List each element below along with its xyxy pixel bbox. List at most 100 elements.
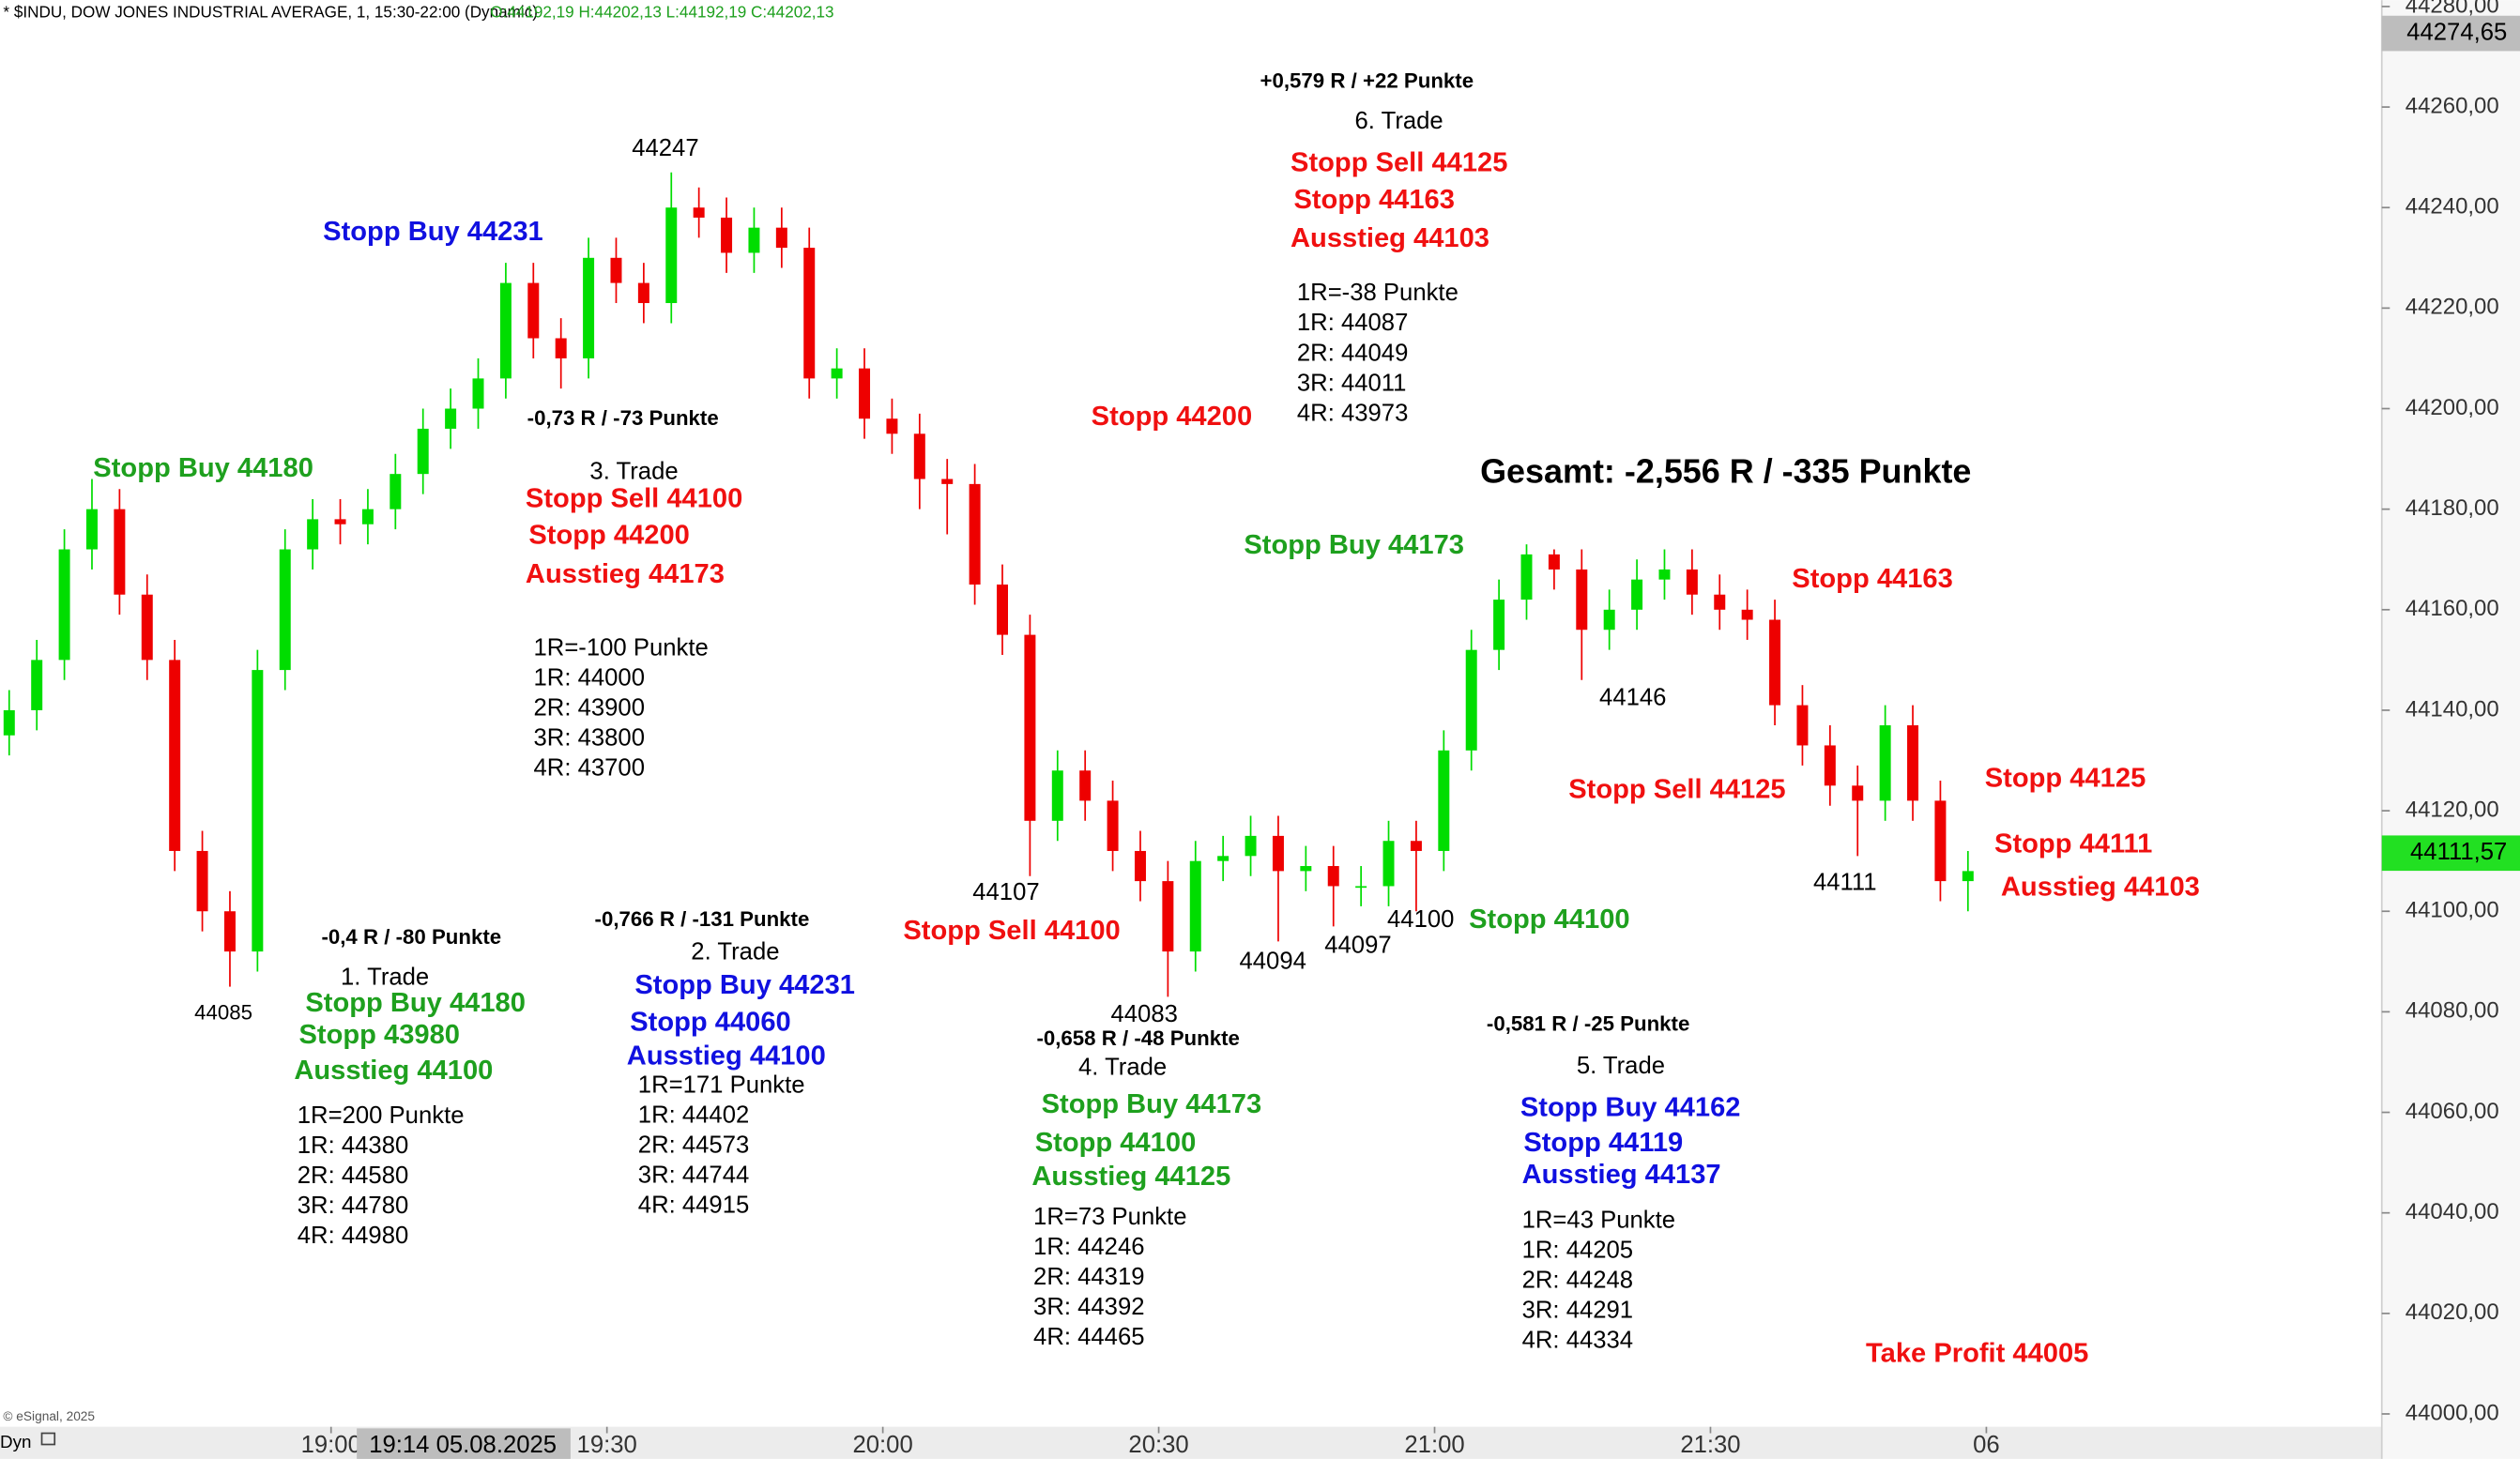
annotation: 3R: 44011 [1297,370,1407,396]
high-marker-label: 44274,65 [2406,19,2507,45]
annotation: 44083 [1111,1001,1178,1027]
annotation: 2R: 44248 [1522,1267,1633,1293]
candle-body [665,207,678,304]
annotation: Stopp Buy 44173 [1244,530,1464,560]
annotation: 2R: 43900 [534,695,645,722]
annotation: Stopp 44111 [1994,828,2152,859]
y-tick-label: 44180,00 [2405,495,2499,521]
ohlc-label: O:44192,19 H:44202,13 L:44192,19 C:44202… [490,3,833,21]
annotation: Stopp Buy 44162 [1520,1092,1741,1122]
candles [3,172,1974,997]
annotation: 4R: 43700 [534,755,645,782]
annotation: 2. Trade [691,938,779,965]
candle-body [1493,600,1505,650]
candle-body [1520,554,1533,600]
y-tick-label: 44140,00 [2405,696,2499,722]
candle-body [169,660,181,851]
annotation: 1R: 44000 [534,665,645,692]
annotation: 4R: 44465 [1033,1324,1144,1350]
annotation: Stopp Buy 44231 [634,970,855,1000]
annotation: 3R: 43800 [534,725,645,752]
axes: 44000,00 44020,00 44040,00 44060,00 44080,00… [301,0,2520,1459]
annotation: 1R=171 Punkte [638,1071,805,1098]
annotation: 44097 [1324,932,1391,958]
candle-body [141,594,153,661]
annotation: Stopp 44200 [1092,402,1253,432]
candle-body [527,282,540,339]
lock-icon [40,1432,56,1446]
annotation: -0,73 R / -73 Punkte [527,406,719,430]
candle-body [693,207,705,218]
candle-body [1714,594,1726,610]
annotation: Stopp Buy 44180 [93,453,313,483]
crosshair-label: 19:14 05.08.2025 [369,1432,557,1458]
x-tick-label: 21:00 [1404,1432,1464,1458]
annotation: Ausstieg 44103 [1291,223,1489,253]
y-tick-label: 44260,00 [2405,93,2499,118]
annotation: 44094 [1240,949,1306,975]
candle-body [445,408,457,429]
candle-body [1962,871,1974,882]
candle-body [1548,554,1560,570]
annotation: Ausstieg 44103 [2001,873,2200,903]
candle-body [637,282,649,304]
y-tick-label: 44120,00 [2405,797,2499,822]
annotation: Ausstieg 44100 [294,1056,493,1086]
annotation: 1R: 44087 [1297,310,1408,336]
annotation: 6. Trade [1355,108,1443,134]
candle-body [775,227,787,249]
annotation: 3R: 44744 [638,1162,749,1188]
annotation: Stopp 44163 [1792,564,1953,594]
candle-body [1741,609,1753,620]
candle-body [1024,634,1036,821]
candle-body [1603,609,1615,631]
annotation: 3R: 44780 [298,1193,408,1219]
annotation: 3R: 44291 [1522,1297,1633,1323]
annotation: 4R: 43973 [1297,400,1408,426]
annotation: 1R: 44402 [638,1102,749,1128]
current-price-label: 44111,57 [2410,839,2507,865]
candle-body [1272,835,1284,872]
annotation: Gesamt: -2,556 R / -335 Punkte [1480,452,1971,491]
annotation: Stopp 44100 [1469,904,1630,935]
candle-body [1410,841,1422,851]
annotation: 1R: 44380 [298,1132,408,1159]
candle-body [555,338,567,358]
candle-body [361,509,374,524]
x-tick-label: 20:00 [853,1432,913,1458]
grid [329,6,2390,1434]
candle-body [1796,705,1809,746]
candle-body [1162,881,1174,952]
annotation: 1R=73 Punkte [1033,1204,1186,1230]
y-tick-label: 44000,00 [2405,1400,2499,1425]
candle-body [1051,770,1063,821]
candle-body [334,519,346,524]
annotation: 2R: 44573 [638,1132,749,1158]
candle-body [1934,800,1947,882]
current-price-box [2381,835,2520,872]
candle-body [1355,886,1367,889]
y-tick-label: 44160,00 [2405,596,2499,621]
annotation: Stopp Sell 44100 [903,916,1120,946]
y-axis-panel [2381,0,2520,1459]
annotation: 4R: 44915 [638,1193,749,1219]
annotation: Stopp Sell 44125 [1568,774,1785,804]
candle-body [1438,750,1450,851]
candle-body [85,509,98,550]
candle-body [583,257,595,358]
x-tick-label: 06 [1973,1432,2000,1458]
annotation: Ausstieg 44125 [1031,1162,1230,1192]
annotation: 4. Trade [1078,1055,1167,1081]
annotation: 44085 [194,1000,252,1024]
annotation: 2R: 44580 [298,1163,408,1189]
candle-body [417,428,429,475]
candle-body [721,217,733,253]
high-marker-box [2381,15,2520,52]
annotation: 1R=43 Punkte [1522,1207,1675,1233]
candle-body [1079,770,1092,801]
candle-body [913,433,925,479]
y-tick-label: 44080,00 [2405,998,2499,1024]
y-tick-label: 44060,00 [2405,1099,2499,1124]
